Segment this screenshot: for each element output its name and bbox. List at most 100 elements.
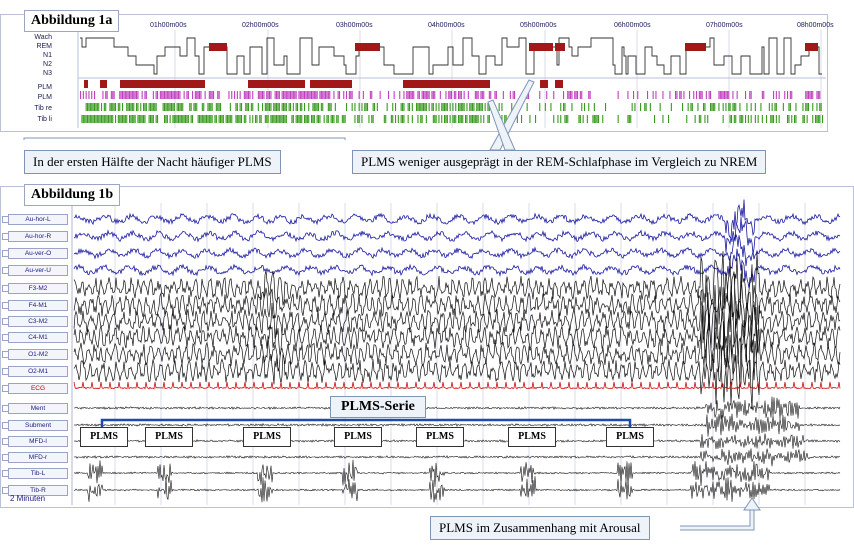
tib-right-event (645, 103, 647, 111)
channel-label[interactable]: Au-hor-L (8, 214, 68, 225)
channel-label[interactable]: Subment (8, 420, 68, 431)
tib-right-event (266, 103, 268, 111)
tib-left-event (180, 115, 182, 123)
plm-event (102, 91, 104, 99)
tib-right-event (593, 103, 595, 111)
channel-label[interactable]: Au-ver-U (8, 265, 68, 276)
plm-event (281, 91, 283, 99)
tib-right-event (281, 103, 283, 111)
plm-event (698, 91, 700, 99)
tib-left-event (164, 115, 166, 123)
tib-right-event (460, 103, 462, 111)
plm-event (179, 91, 181, 99)
tib-right-event (584, 103, 586, 111)
tib-left-event (308, 115, 310, 123)
tib-left-event (455, 115, 457, 123)
plm-event (722, 91, 724, 99)
channel-label[interactable]: Tib-R (8, 485, 68, 496)
plm-event (348, 91, 350, 99)
tib-left-event (182, 115, 184, 123)
channel-label[interactable]: Tib-L (8, 468, 68, 479)
channel-label[interactable]: F4-M1 (8, 300, 68, 311)
plm-event (588, 91, 590, 99)
tib-right-event (148, 103, 150, 111)
tib-left-event (143, 115, 145, 123)
channel-label[interactable]: O1-M2 (8, 349, 68, 360)
tib-right-event (154, 103, 156, 111)
plm-event (410, 91, 412, 99)
tib-left-event (466, 115, 468, 123)
plm-event (805, 91, 807, 99)
time-tick: 03h00m00s (336, 22, 373, 29)
channel-label[interactable]: ECG (8, 383, 68, 394)
plm-event (589, 91, 591, 99)
channel-label[interactable]: F3-M2 (8, 283, 68, 294)
tib-right-event (417, 103, 419, 111)
tib-left-event (203, 115, 205, 123)
time-tick: 07h00m00s (706, 22, 743, 29)
plm-event (288, 91, 290, 99)
tib-left-event (91, 115, 93, 123)
channel-label[interactable]: Au-ver-O (8, 248, 68, 259)
channel-label[interactable]: C3-M2 (8, 316, 68, 327)
tib-left-event (199, 115, 201, 123)
tib-right-event (315, 103, 317, 111)
tib-right-event (431, 103, 433, 111)
tib-left-event (628, 115, 630, 123)
tib-left-event (383, 115, 385, 123)
tib-left-event (596, 115, 598, 123)
tib-right-event (402, 103, 404, 111)
tib-left-event (654, 115, 656, 123)
tib-left-event (176, 115, 178, 123)
tib-left-event (745, 115, 747, 123)
plm-event (284, 91, 286, 99)
plms-marker: PLMS (145, 427, 193, 447)
plm-event (257, 91, 259, 99)
tib-left-event (235, 115, 237, 123)
plm-event (403, 91, 405, 99)
plm-event (85, 91, 87, 99)
tib-left-event (221, 115, 223, 123)
tib-right-event (442, 103, 444, 111)
channel-label[interactable]: MFD-r (8, 452, 68, 463)
tib-left-event (411, 115, 413, 123)
tib-left-event (420, 115, 422, 123)
channel-label[interactable]: MFD-l (8, 436, 68, 447)
tib-right-event (365, 103, 367, 111)
plm-event (721, 91, 723, 99)
tib-left-event (564, 115, 566, 123)
event-row-label: PLM (37, 84, 52, 91)
plm-event (162, 91, 164, 99)
tib-right-event (313, 103, 315, 111)
plm-event (113, 91, 115, 99)
tib-left-event (95, 115, 97, 123)
tib-left-event (729, 115, 731, 123)
plm-event (819, 91, 821, 99)
tib-right-event (392, 103, 394, 111)
tib-left-event (449, 115, 451, 123)
plm-event (263, 91, 265, 99)
plm-event (259, 91, 261, 99)
tib-right-event (248, 103, 250, 111)
tib-left-event (140, 115, 142, 123)
eeg-trace (73, 319, 841, 392)
tib-right-event (304, 103, 306, 111)
channel-label[interactable]: Ment (8, 403, 68, 414)
plm-event (171, 91, 173, 99)
channel-label[interactable]: Au-hor-R (8, 231, 68, 242)
plm-event (371, 91, 373, 99)
channel-label[interactable]: C4-M1 (8, 332, 68, 343)
channel-label[interactable]: O2-M1 (8, 366, 68, 377)
plms-marker: PLMS (334, 427, 382, 447)
plm-event (234, 91, 236, 99)
tib-left-event (103, 115, 105, 123)
time-tick: 02h00m00s (242, 22, 279, 29)
tib-left-event (397, 115, 399, 123)
plm-event (423, 91, 425, 99)
plm-event (290, 91, 292, 99)
plm-event (728, 91, 730, 99)
plm-event (82, 91, 84, 99)
plm-event (316, 91, 318, 99)
plm-event (165, 91, 167, 99)
tib-right-event (297, 103, 299, 111)
